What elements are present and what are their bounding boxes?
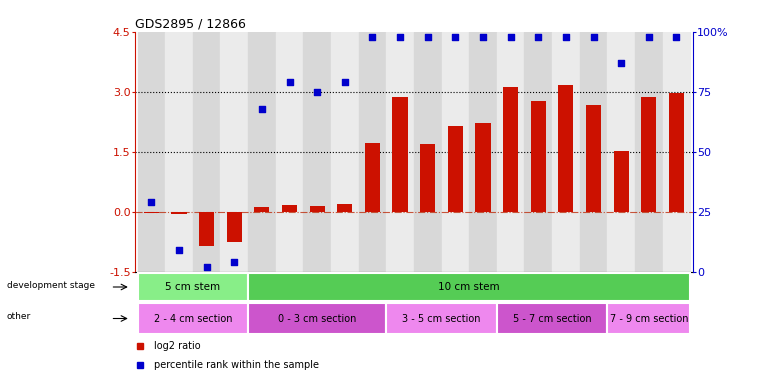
Bar <box>331 32 359 272</box>
Bar <box>192 32 220 272</box>
Point <box>256 106 268 112</box>
Text: 5 cm stem: 5 cm stem <box>166 282 220 292</box>
Bar <box>531 101 546 212</box>
Bar <box>303 32 331 272</box>
Text: development stage: development stage <box>7 281 95 290</box>
Bar <box>138 32 165 272</box>
Bar <box>165 32 192 272</box>
Point <box>200 264 213 270</box>
Bar <box>497 303 608 334</box>
Point <box>283 80 296 86</box>
Bar <box>420 144 435 212</box>
Bar <box>359 32 387 272</box>
Point <box>560 34 572 40</box>
Bar <box>248 32 276 272</box>
Text: 5 - 7 cm section: 5 - 7 cm section <box>513 314 591 324</box>
Bar <box>641 97 656 212</box>
Text: 0 - 3 cm section: 0 - 3 cm section <box>278 314 357 324</box>
Bar <box>387 32 413 272</box>
Bar <box>469 32 497 272</box>
Bar <box>254 207 270 212</box>
Point <box>532 34 544 40</box>
Bar <box>365 143 380 212</box>
Bar <box>580 32 608 272</box>
Point <box>477 34 489 40</box>
Text: log2 ratio: log2 ratio <box>154 341 201 351</box>
Point <box>588 34 600 40</box>
Point <box>394 34 407 40</box>
Point <box>311 89 323 95</box>
Bar <box>387 303 497 334</box>
Bar <box>276 32 303 272</box>
Bar <box>248 303 387 334</box>
Bar <box>503 87 518 212</box>
Bar <box>310 206 325 212</box>
Bar <box>172 212 186 214</box>
Point <box>504 34 517 40</box>
Text: percentile rank within the sample: percentile rank within the sample <box>154 360 320 370</box>
Point <box>172 248 185 254</box>
Bar <box>226 212 242 242</box>
Bar <box>282 205 297 212</box>
Point <box>449 34 461 40</box>
Bar <box>663 32 690 272</box>
Bar <box>138 273 248 302</box>
Text: 3 - 5 cm section: 3 - 5 cm section <box>402 314 480 324</box>
Text: other: other <box>7 312 31 321</box>
Bar <box>337 204 353 212</box>
Point <box>421 34 434 40</box>
Bar <box>138 303 248 334</box>
Bar <box>614 151 629 212</box>
Bar <box>608 303 690 334</box>
Bar <box>586 105 601 212</box>
Bar <box>144 212 159 213</box>
Bar <box>248 273 690 302</box>
Bar <box>447 126 463 212</box>
Bar <box>497 32 524 272</box>
Text: 7 - 9 cm section: 7 - 9 cm section <box>610 314 688 324</box>
Bar <box>393 97 407 212</box>
Bar <box>413 32 441 272</box>
Point <box>670 34 682 40</box>
Bar <box>608 32 635 272</box>
Bar <box>441 32 469 272</box>
Text: 10 cm stem: 10 cm stem <box>438 282 500 292</box>
Bar <box>220 32 248 272</box>
Bar <box>475 123 490 212</box>
Text: GDS2895 / 12866: GDS2895 / 12866 <box>135 18 246 31</box>
Text: 2 - 4 cm section: 2 - 4 cm section <box>153 314 232 324</box>
Point <box>367 34 379 40</box>
Bar <box>199 212 214 246</box>
Bar <box>558 85 574 212</box>
Bar <box>669 93 684 212</box>
Point <box>643 34 655 40</box>
Bar <box>524 32 552 272</box>
Point <box>228 260 240 266</box>
Point <box>339 80 351 86</box>
Bar <box>635 32 663 272</box>
Point <box>146 200 158 206</box>
Point <box>615 60 628 66</box>
Bar <box>552 32 580 272</box>
